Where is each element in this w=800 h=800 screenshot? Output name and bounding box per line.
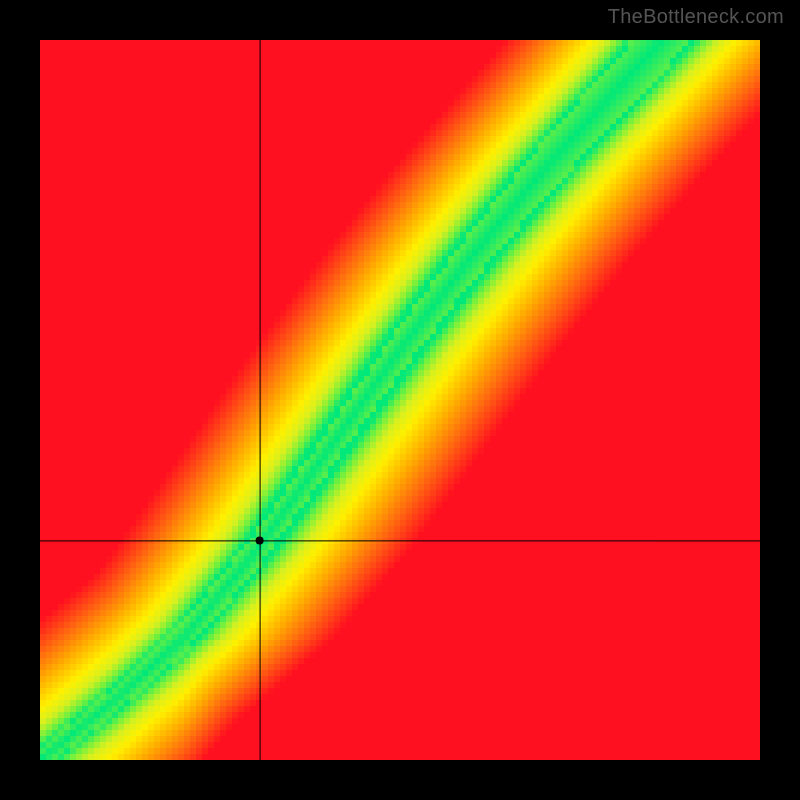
watermark-text: TheBottleneck.com	[608, 6, 784, 29]
bottleneck-heatmap	[0, 0, 800, 800]
